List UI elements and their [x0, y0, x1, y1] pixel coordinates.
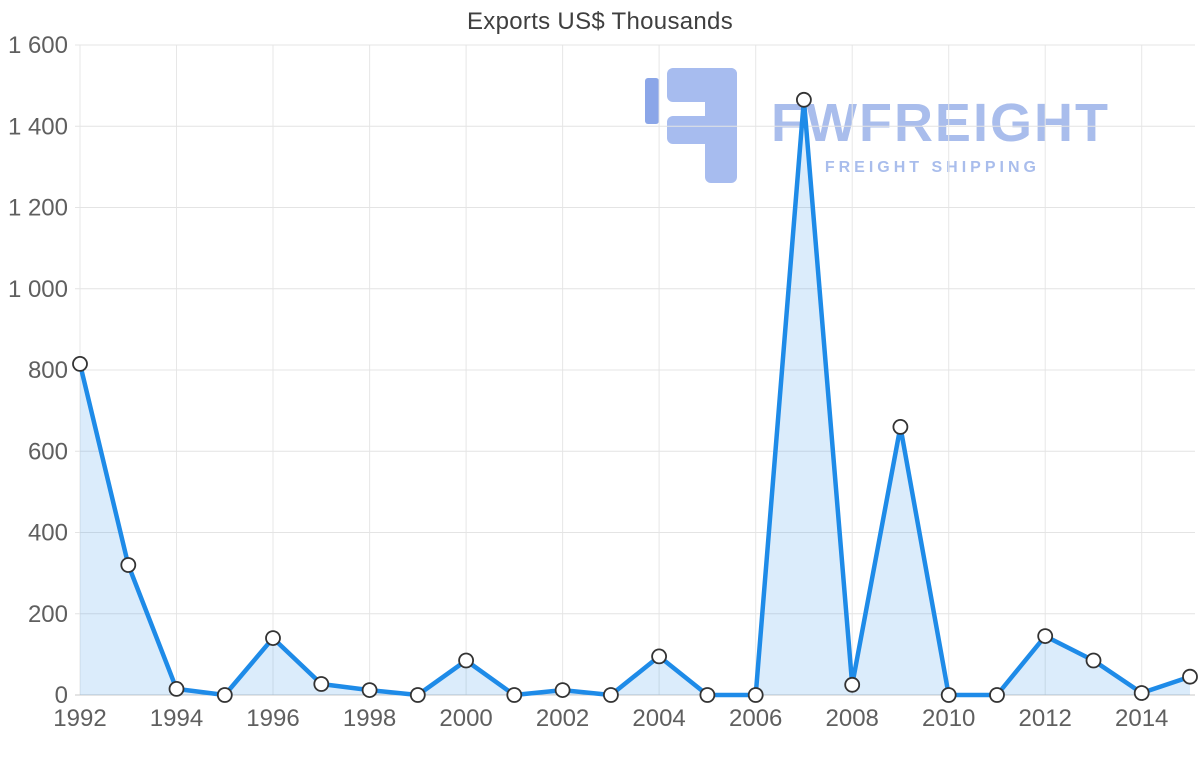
x-axis-tick-label: 2000 — [439, 705, 492, 732]
data-point-marker[interactable] — [506, 687, 523, 703]
data-point-marker[interactable] — [1037, 628, 1054, 644]
data-point-marker[interactable] — [168, 681, 185, 697]
data-point-marker[interactable] — [1085, 652, 1102, 669]
x-axis-tick-label: 2010 — [922, 705, 975, 732]
data-point-marker[interactable] — [796, 91, 812, 108]
data-point-marker[interactable] — [603, 687, 619, 703]
data-point-marker[interactable] — [989, 687, 1005, 703]
x-axis-tick-label: 2002 — [536, 705, 589, 732]
data-point-marker[interactable] — [1182, 668, 1198, 685]
x-axis-tick-label: 2012 — [1019, 705, 1072, 732]
x-axis-tick-label: 1992 — [53, 705, 106, 732]
data-point-marker[interactable] — [72, 355, 88, 372]
data-point-marker[interactable] — [265, 630, 281, 646]
x-axis-tick-label: 2014 — [1115, 705, 1168, 732]
data-point-marker[interactable] — [458, 652, 475, 669]
area-fill — [80, 99, 1190, 696]
data-point-marker[interactable] — [313, 676, 330, 692]
x-axis-tick-label: 1994 — [150, 705, 203, 732]
y-axis-tick-label: 1 600 — [8, 32, 68, 59]
y-axis-tick-label: 800 — [28, 357, 68, 384]
y-axis-tick-label: 200 — [28, 601, 68, 628]
series-line — [77, 97, 1193, 698]
data-point-marker[interactable] — [120, 557, 137, 573]
data-point-marker[interactable] — [216, 687, 233, 703]
data-point-marker[interactable] — [844, 676, 861, 693]
y-axis-tick-label: 1 200 — [8, 195, 68, 222]
y-axis-tick-label: 1 400 — [8, 113, 68, 140]
x-axis-tick-label: 1998 — [343, 705, 396, 732]
chart-title: Exports US$ Thousands — [467, 8, 733, 35]
x-axis-tick-label: 2008 — [826, 705, 879, 732]
x-axis-tick-label: 2006 — [729, 705, 782, 732]
y-axis-tick-label: 600 — [28, 438, 68, 465]
data-point-marker[interactable] — [409, 687, 426, 703]
x-axis-tick-label: 2004 — [632, 705, 685, 732]
y-axis-tick-label: 1 000 — [8, 276, 68, 303]
data-point-marker[interactable] — [892, 418, 909, 435]
y-axis-tick-label: 400 — [28, 520, 68, 547]
x-axis-tick-label: 1996 — [246, 705, 299, 732]
y-axis-tick-label: 0 — [55, 682, 68, 709]
data-point-marker[interactable] — [361, 682, 378, 698]
data-point-marker[interactable] — [1133, 685, 1150, 701]
data-point-marker[interactable] — [554, 682, 571, 698]
data-point-marker[interactable] — [940, 687, 957, 703]
data-point-marker[interactable] — [699, 687, 716, 703]
data-point-marker[interactable] — [651, 648, 667, 665]
data-point-marker[interactable] — [747, 687, 764, 703]
